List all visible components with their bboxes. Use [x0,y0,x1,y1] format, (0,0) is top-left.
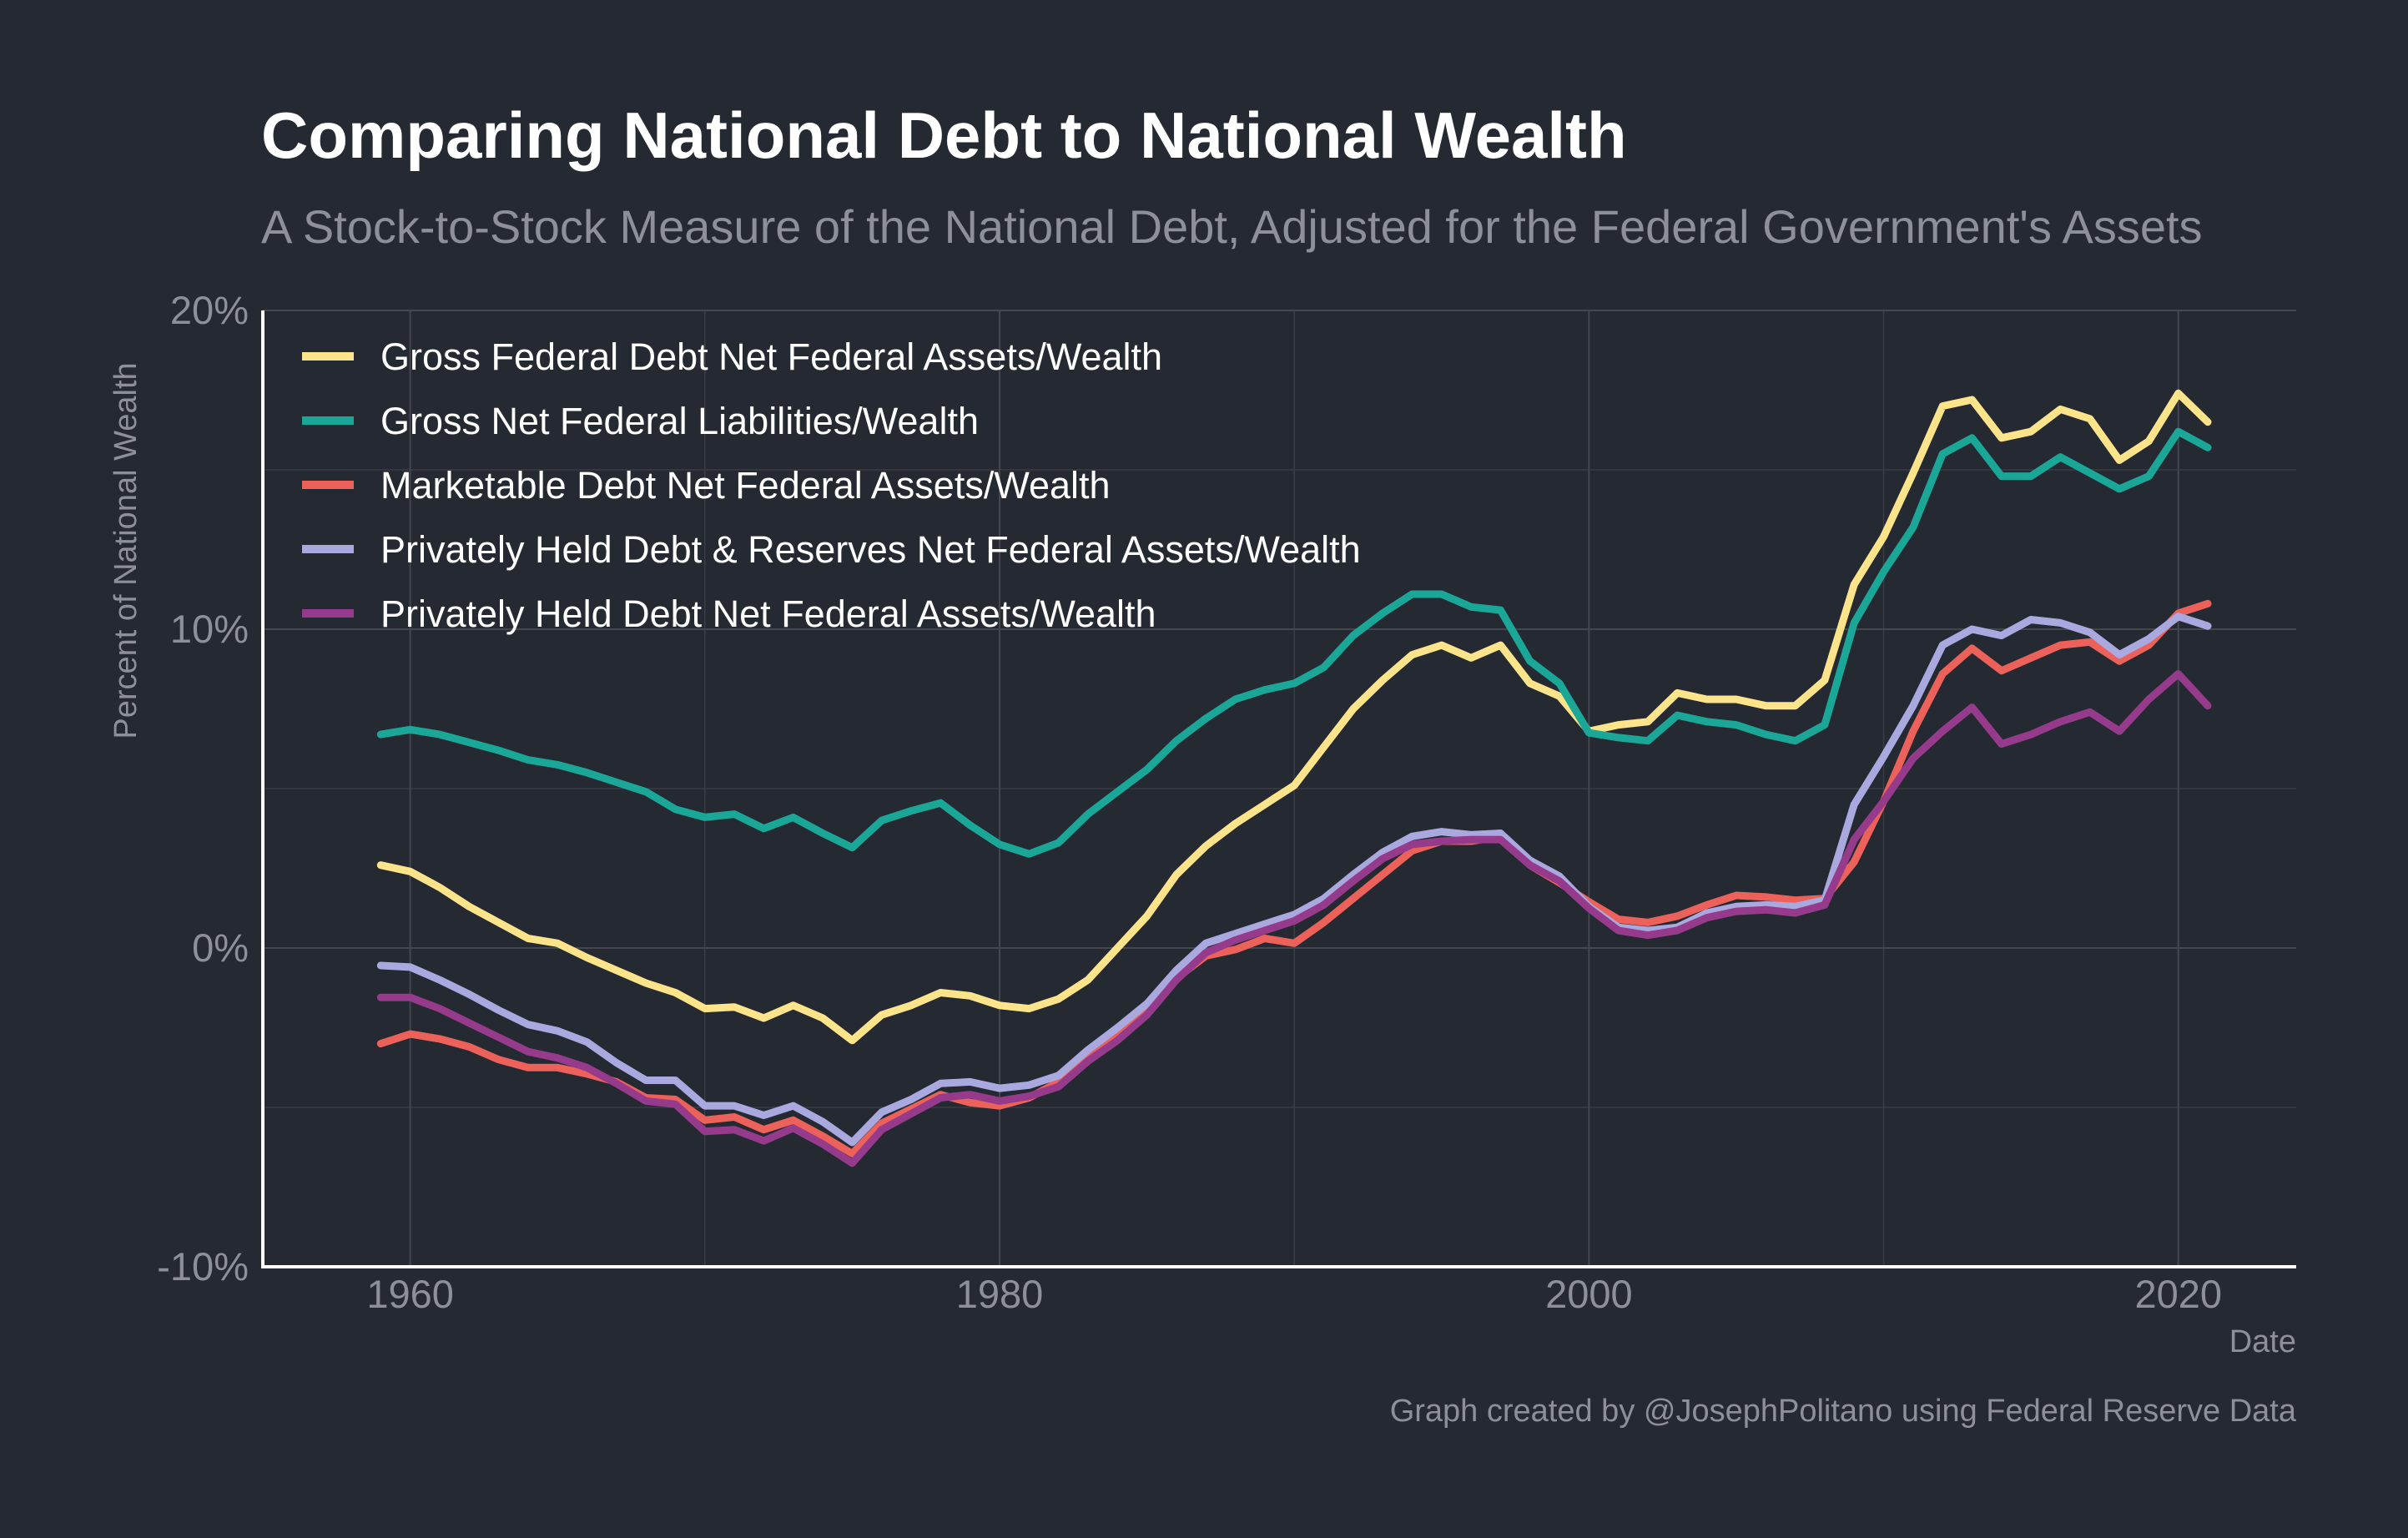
series-line-1 [376,389,2212,1045]
x-tick-label: 2000 [1545,1272,1633,1316]
x-axis-title: Date [2229,1324,2296,1359]
y-axis-ticks: -10% 0% 10% 20% [157,288,249,1288]
series-line-5 [376,670,2212,1167]
legend-label: Gross Net Federal Liabilities/Wealth [380,400,979,442]
legend-label: Gross Federal Debt Net Federal Assets/We… [380,335,1162,378]
chart-subtitle: A Stock-to-Stock Measure of the National… [261,200,2203,253]
series-line-4 [376,613,2212,1147]
legend-label: Marketable Debt Net Federal Assets/Wealt… [380,464,1111,507]
y-tick-label: 10% [170,607,249,651]
y-axis-title: Percent of National Wealth [108,362,144,739]
series-lines [376,389,2212,1167]
y-tick-label: -10% [157,1244,249,1288]
x-axis-ticks: 1960 1980 2000 2020 [366,1272,2222,1316]
legend: Gross Federal Debt Net Federal Assets/We… [302,335,1361,635]
chart-caption: Graph created by @JosephPolitano using F… [1390,1394,2297,1429]
legend-label: Privately Held Debt Net Federal Assets/W… [380,593,1156,635]
chart-title: Comparing National Debt to National Weal… [261,98,1627,172]
x-tick-label: 2020 [2134,1272,2222,1316]
grid [263,310,2296,1268]
x-tick-label: 1980 [956,1272,1044,1316]
legend-label: Privately Held Debt & Reserves Net Feder… [380,528,1361,571]
x-tick-label: 1960 [366,1272,454,1316]
series-line-2 [376,427,2212,858]
y-tick-label: 0% [192,925,249,970]
series-line-3 [376,599,2212,1157]
y-tick-label: 20% [170,288,249,332]
